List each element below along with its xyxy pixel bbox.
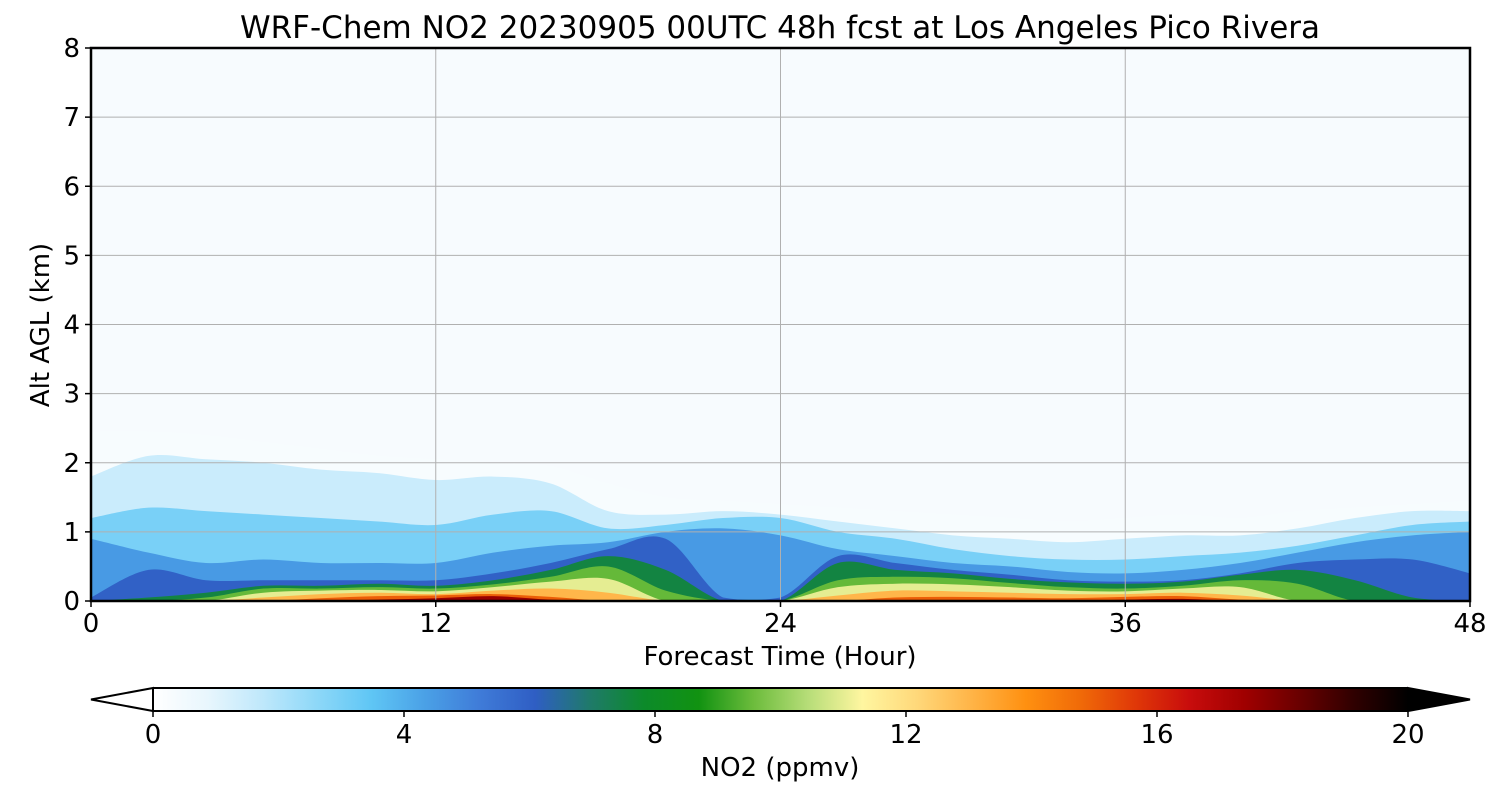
colorbar-label: NO2 (ppmv) bbox=[701, 753, 860, 783]
y-tick-label: 0 bbox=[63, 587, 80, 617]
colorbar-tick-label: 20 bbox=[1391, 720, 1424, 750]
y-tick-label: 5 bbox=[63, 241, 80, 271]
y-tick-label: 3 bbox=[63, 380, 80, 410]
y-tick-label: 2 bbox=[63, 449, 80, 479]
x-tick-label: 24 bbox=[764, 609, 797, 639]
colorbar-frame bbox=[153, 687, 1408, 712]
chart-title: WRF-Chem NO2 20230905 00UTC 48h fcst at … bbox=[240, 10, 1320, 46]
colorbar-tick-label: 8 bbox=[647, 720, 664, 750]
y-tick-label: 4 bbox=[63, 311, 80, 341]
y-tick-label: 6 bbox=[63, 172, 80, 202]
x-tick-label: 48 bbox=[1453, 609, 1486, 639]
x-tick-label: 0 bbox=[83, 609, 100, 639]
y-tick-label: 1 bbox=[63, 518, 80, 548]
colorbar-tick-label: 16 bbox=[1140, 720, 1173, 750]
x-tick-label: 36 bbox=[1109, 609, 1142, 639]
colorbar bbox=[153, 688, 1408, 711]
y-tick-label: 8 bbox=[63, 34, 80, 64]
colorbar-tick-label: 4 bbox=[396, 720, 413, 750]
colorbar-tick-label: 0 bbox=[145, 720, 162, 750]
x-tick-label: 12 bbox=[419, 609, 452, 639]
colorbar-tick-label: 12 bbox=[889, 720, 922, 750]
x-axis-label: Forecast Time (Hour) bbox=[643, 642, 916, 672]
colorbar-extend-min bbox=[90, 686, 154, 713]
y-axis-label: Alt AGL (km) bbox=[26, 243, 56, 407]
y-tick-label: 7 bbox=[63, 103, 80, 133]
colorbar-extend-max bbox=[1407, 686, 1471, 713]
